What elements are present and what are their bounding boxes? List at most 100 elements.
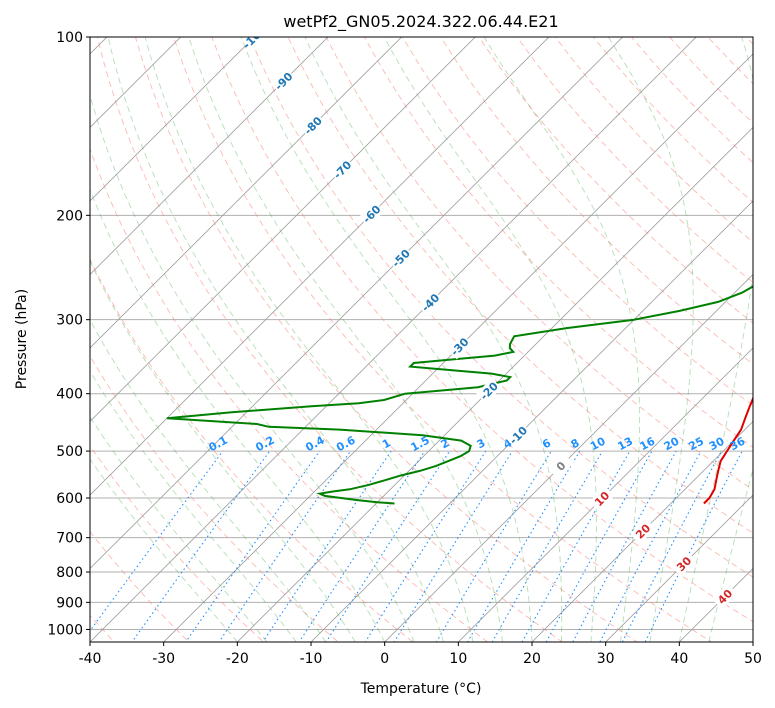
isotherm-label-background	[548, 453, 574, 479]
isotherm-line	[90, 37, 550, 496]
isotherm-line	[457, 347, 753, 642]
y-tick-label: 700	[56, 531, 83, 547]
y-axis-ticks: 100 200 300 400 500 600 700 800 900 1000	[47, 30, 90, 638]
plot-frame	[89, 36, 754, 643]
moist-adiabat-line	[90, 416, 268, 642]
dry-adiabat-line	[554, 37, 753, 243]
dry-adiabat-line	[707, 37, 753, 85]
moist-adiabat-line	[483, 37, 640, 642]
dry-adiabat-line	[440, 37, 753, 365]
isotherm-label-background	[358, 201, 385, 227]
moist-adiabat-line	[708, 467, 753, 642]
mixing-ratio-label: 13	[615, 435, 635, 454]
moist-adiabat-line	[90, 370, 297, 642]
mixing-ratio-line	[298, 450, 426, 642]
dry-adiabat-line	[745, 37, 753, 45]
mixing-ratio-line	[545, 450, 653, 642]
isotherm-line	[531, 420, 753, 642]
mixing-ratio-line	[90, 450, 224, 632]
isotherm-line	[384, 273, 753, 642]
mixing-ratio-label: 25	[686, 435, 706, 454]
y-tick-label: 1000	[47, 622, 83, 638]
x-tick-label: 0	[380, 651, 389, 667]
isotherm-line	[163, 53, 753, 642]
x-tick-label: 30	[597, 651, 615, 667]
moist-adiabat-line	[607, 37, 694, 642]
isotherm-label-background	[712, 583, 738, 610]
dry-adiabat-line	[96, 37, 564, 642]
dry-adiabat-line	[401, 37, 753, 406]
dry-adiabat-line	[90, 355, 339, 642]
moist-adiabat-line	[90, 259, 356, 642]
isotherm-label-background	[671, 551, 697, 577]
mixing-ratio-line	[218, 450, 351, 642]
isotherm-line	[90, 37, 476, 423]
moist-adiabat-line	[90, 188, 386, 642]
isotherm-line	[605, 494, 753, 642]
mixing-ratio-line	[621, 450, 722, 642]
isotherm-label-background	[270, 68, 297, 94]
x-tick-label: -40	[79, 651, 102, 667]
plot-area: 0.1 0.2 0.4 0.6 1 1.5 2 3 4 6 8 10 13 16 20 25 30 36-100-…	[90, 37, 753, 642]
mixing-ratio-label: 1	[380, 436, 393, 451]
mixing-ratio-line	[262, 450, 392, 642]
isotherm-label: -50	[390, 247, 413, 270]
isotherm-line	[90, 37, 255, 202]
mixing-ratio-label: 16	[638, 434, 658, 453]
mixing-ratio-line	[435, 450, 552, 642]
dry-adiabat-line	[669, 37, 753, 124]
moist-adiabat-line	[678, 37, 753, 642]
x-tick-label: 50	[744, 651, 762, 667]
isotherm-label-background	[446, 333, 473, 360]
dry-adiabat-line	[90, 258, 414, 642]
mixing-ratio-line	[393, 450, 513, 642]
dry-adiabat-line	[211, 37, 753, 623]
isotherm-label-background	[241, 37, 268, 50]
isotherm-label: -40	[419, 291, 442, 314]
moist-adiabat-line	[144, 37, 474, 642]
moist-adiabat-line	[304, 37, 563, 642]
dry-adiabat-line	[134, 37, 638, 642]
chart-title: wetPf2_GN05.2024.322.06.44.E21	[283, 12, 558, 32]
x-tick-label: 20	[523, 651, 541, 667]
y-tick-label: 600	[56, 491, 83, 507]
mixing-ratio-line	[521, 450, 631, 642]
isotherm-label: -30	[448, 335, 471, 358]
isotherm-line	[90, 37, 697, 642]
isotherm-line	[310, 200, 753, 642]
moist-adiabat-line	[383, 37, 597, 642]
profile-series	[166, 285, 753, 505]
y-tick-label: 800	[56, 565, 83, 581]
x-tick-label: -20	[226, 651, 249, 667]
isoline-labels: 0.1 0.2 0.4 0.6 1 1.5 2 3 4 6 8 10 13 16 20 25 30 36-100-…	[206, 37, 748, 610]
mixing-ratio-line	[466, 450, 581, 642]
dry-adiabats	[90, 37, 753, 642]
dewpoint-profile-line	[166, 285, 753, 505]
mixing-ratio-label: 10	[588, 434, 608, 453]
mixing-ratio-line	[644, 450, 743, 642]
isotherm-label: -90	[272, 70, 295, 93]
pressure-gridlines	[90, 37, 753, 630]
x-tick-label: -10	[300, 651, 323, 667]
y-tick-label: 300	[56, 313, 83, 329]
mixing-ratio-label: 6	[540, 436, 553, 451]
y-tick-label: 200	[56, 208, 83, 224]
dry-adiabat-line	[363, 37, 753, 448]
moist-adiabat-line	[90, 458, 238, 642]
dry-adiabat-line	[249, 37, 753, 578]
y-tick-label: 100	[56, 30, 83, 46]
y-tick-label: 500	[56, 444, 83, 460]
dry-adiabat-line	[90, 445, 265, 642]
dry-adiabat-line	[173, 37, 713, 642]
isotherms	[90, 37, 753, 642]
isotherm-label-background	[589, 485, 615, 512]
mixing-ratio-line	[185, 450, 321, 642]
dry-adiabat-line	[90, 531, 190, 642]
mixing-ratio-label: 8	[569, 436, 582, 451]
isotherm-label-background	[388, 245, 414, 271]
isotherm-label-background	[300, 112, 326, 139]
moist-adiabat-line	[240, 37, 533, 642]
isotherm-label-background	[476, 378, 502, 404]
isotherm-line	[90, 37, 624, 570]
